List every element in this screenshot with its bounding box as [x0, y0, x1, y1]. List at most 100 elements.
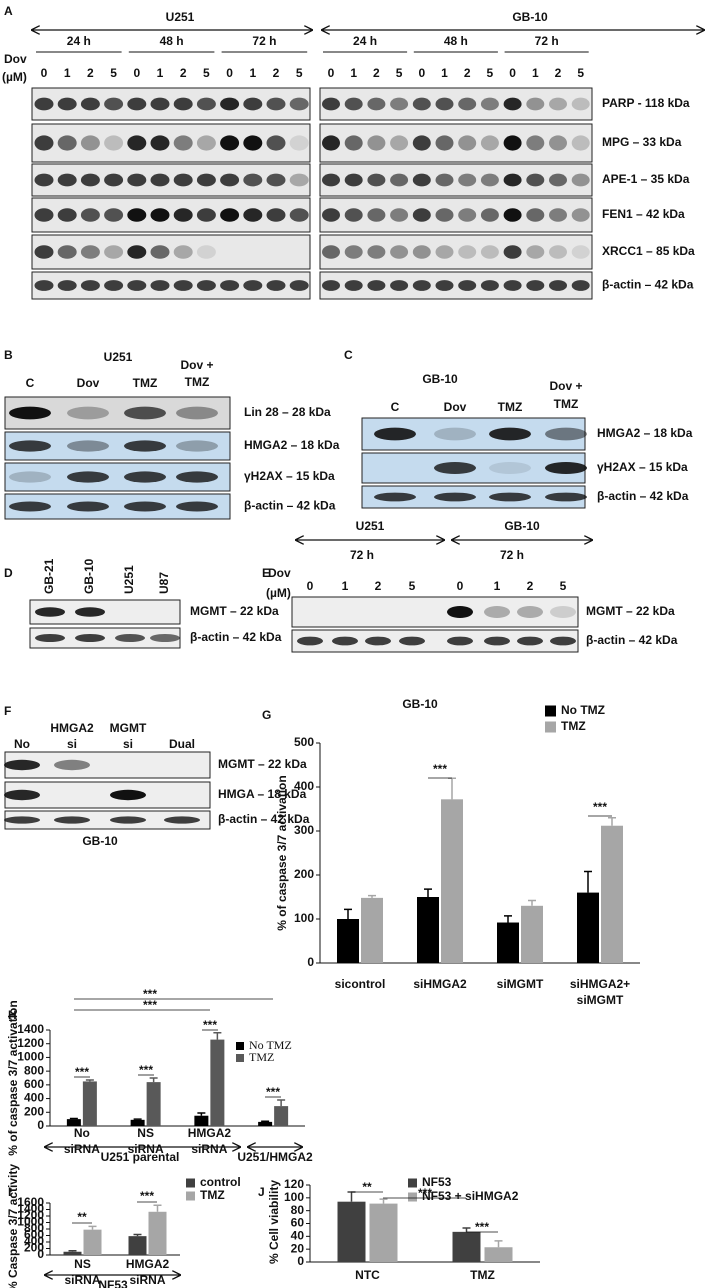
x-tick-label: siMGMT	[497, 977, 544, 991]
band	[127, 135, 147, 151]
band	[367, 245, 386, 259]
x-tick-label: NS siRNA	[64, 1257, 100, 1287]
lane-label: Dov	[444, 400, 467, 414]
band	[458, 135, 477, 151]
band	[57, 173, 77, 187]
time-label: 72 h	[535, 34, 559, 48]
legend-swatch	[236, 1042, 244, 1050]
band	[344, 173, 363, 187]
lane-label: U87	[157, 572, 171, 594]
error-bar	[494, 1240, 503, 1248]
y-tick-label: 400	[24, 1234, 44, 1248]
band	[412, 173, 431, 187]
band	[484, 636, 510, 646]
lane-label: GB-10	[82, 558, 96, 594]
band	[173, 245, 193, 259]
bar	[577, 892, 599, 963]
blot-label: APE-1 – 35 kDa	[602, 172, 690, 186]
blot	[31, 87, 311, 121]
band	[447, 636, 473, 646]
significance-label: ***	[140, 1189, 154, 1203]
y-tick-label: 200	[294, 867, 314, 881]
band	[150, 97, 170, 111]
band	[435, 280, 454, 291]
error-bar	[85, 1079, 94, 1082]
band	[220, 97, 240, 111]
band	[243, 208, 263, 222]
y-tick-label: 1400	[17, 1202, 44, 1216]
panel-letter: B	[4, 348, 13, 362]
band	[196, 280, 216, 291]
band	[220, 173, 240, 187]
y-tick-label: 80	[291, 1203, 305, 1217]
band	[35, 634, 65, 642]
band	[322, 245, 340, 259]
error-bar	[261, 1120, 270, 1122]
time-label: 72 h	[350, 548, 374, 562]
blot-label: β-actin – 42 kDa	[244, 499, 336, 513]
band	[266, 208, 286, 222]
dose: 2	[375, 579, 382, 593]
band	[489, 462, 531, 474]
y-tick-label: 1600	[17, 1195, 44, 1209]
band	[104, 135, 124, 151]
blot-label: γH2AX – 15 kDa	[597, 460, 688, 474]
band	[480, 280, 499, 291]
band	[526, 208, 545, 222]
band	[458, 245, 477, 259]
band	[57, 245, 77, 259]
band	[526, 173, 545, 187]
band	[150, 634, 180, 642]
significance-label: ***	[143, 998, 157, 1012]
band	[390, 280, 409, 291]
dose: 5	[487, 66, 494, 80]
band	[127, 208, 147, 222]
cell-line: GB-10	[82, 834, 118, 848]
significance-label: ***	[75, 1065, 89, 1079]
band	[196, 97, 216, 111]
band	[367, 280, 386, 291]
dose: 2	[373, 66, 380, 80]
bar	[210, 1039, 225, 1126]
band	[374, 427, 416, 441]
group-label: NF53	[98, 1278, 128, 1288]
y-axis-label: % of caspase 3/7 activation	[275, 775, 289, 930]
band	[367, 208, 386, 222]
significance-label: **	[77, 1210, 87, 1224]
band	[545, 427, 587, 441]
band	[367, 135, 386, 151]
legend-swatch	[545, 705, 556, 717]
dose-label: Dov	[4, 52, 27, 66]
error-bar	[88, 1225, 97, 1230]
y-tick-label: 600	[24, 1228, 44, 1242]
band	[489, 492, 531, 502]
y-axis-label: % Cell viability	[267, 1180, 281, 1264]
group-label: U251/HMGA2	[237, 1150, 313, 1164]
band	[571, 173, 590, 187]
band	[503, 173, 522, 187]
band	[127, 245, 147, 259]
time-label: 48 h	[444, 34, 468, 48]
lane-label: TMZ	[133, 376, 158, 390]
band	[104, 97, 124, 111]
legend-label: NF53	[422, 1175, 452, 1189]
cell-line: U251	[166, 10, 195, 24]
band	[571, 208, 590, 222]
band	[365, 636, 391, 646]
band	[412, 135, 431, 151]
band	[57, 135, 77, 151]
band	[480, 245, 499, 259]
lane-label: TMZ	[498, 400, 523, 414]
band	[173, 208, 193, 222]
blot-label: HMGA2 – 18 kDa	[597, 426, 693, 440]
blot	[31, 123, 311, 163]
x-tick-label: NTC	[355, 1268, 380, 1282]
bar	[66, 1119, 81, 1126]
blot-label: β-actin – 42 kDa	[190, 630, 282, 644]
band	[57, 280, 77, 291]
band	[57, 97, 77, 111]
cell-line: GB-10	[422, 372, 458, 386]
dose: 2	[464, 66, 471, 80]
band	[503, 97, 522, 111]
blot	[31, 234, 311, 270]
